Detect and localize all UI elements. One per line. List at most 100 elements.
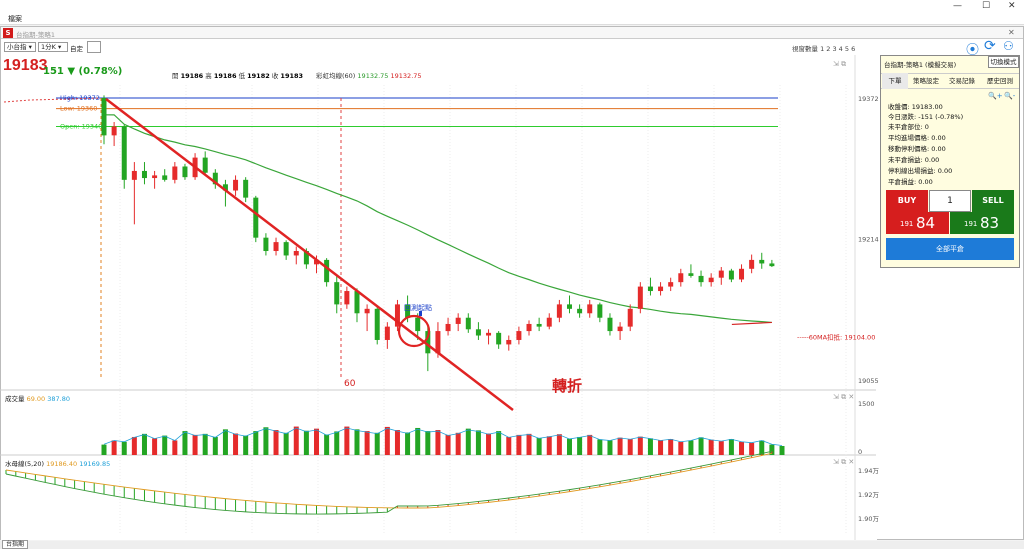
candle-body (293, 251, 299, 256)
volume-bar (607, 440, 613, 455)
volume-bar (506, 436, 512, 455)
tab-order[interactable]: 下單 (882, 73, 908, 89)
volume-bar (405, 432, 411, 455)
chart-count-selector[interactable]: 視窗數量 1 2 3 4 5 6 (792, 45, 856, 53)
app-titlebar (1, 27, 1023, 39)
jelly-slow-line (5, 450, 772, 515)
volume-bar (324, 434, 330, 455)
volume-bar (759, 440, 765, 455)
buy-button[interactable]: BUY (886, 190, 928, 212)
volume-bar (597, 439, 603, 455)
volume-tick-label: 0 (858, 448, 862, 456)
volume-bar (779, 445, 785, 455)
custom-input[interactable] (87, 41, 101, 53)
broadcast-icon[interactable]: ⦿ (966, 43, 980, 58)
zoom-in-icon[interactable]: 🔍+ (988, 92, 1003, 100)
ma-value-2: 19132.75 (390, 72, 422, 80)
minimize-button[interactable]: — (953, 1, 962, 11)
jelly-tick-label: 1.92万 (858, 491, 879, 499)
interval-select[interactable]: 1分K ▾ (38, 42, 68, 52)
volume-tools-icon[interactable]: ⇲ ⧉ ✕ (833, 393, 855, 401)
volume-bar (202, 433, 208, 455)
candle-body (526, 323, 532, 332)
candle-body (172, 166, 178, 180)
chart-tools-icon[interactable]: ⇲ ⧉ (833, 60, 847, 68)
volume-bar (141, 433, 147, 455)
volume-bar (627, 439, 633, 455)
volume-value-2: 387.80 (47, 395, 71, 403)
custom-label: 自定 (70, 45, 83, 53)
status-bar (0, 541, 1024, 549)
zoom-out-icon[interactable]: 🔍- (1004, 92, 1016, 100)
tab-trade-log[interactable]: 交易記錄 (949, 77, 975, 85)
candle-body (334, 282, 340, 305)
ma-value-1: 19132.75 (357, 72, 389, 80)
bid-prefix: 191 (900, 220, 914, 228)
volume-bar (394, 430, 400, 455)
volume-bar (445, 434, 451, 455)
jelly-tick-label: 1.90万 (858, 515, 879, 523)
app-title: 台指期-策略1 (16, 31, 55, 39)
refresh-icon[interactable]: ⟳ (984, 38, 996, 54)
volume-bar (303, 430, 309, 455)
close-all-button[interactable]: 全部平倉 (886, 238, 1014, 260)
candle-body (455, 317, 461, 324)
tab-backtest[interactable]: 歷史回測 (987, 77, 1013, 85)
volume-bar (637, 436, 643, 455)
candle-body (617, 326, 623, 332)
tab-strategy[interactable]: 策略設定 (913, 77, 939, 85)
volume-bar (698, 437, 704, 455)
close-button[interactable]: ✕ (1008, 1, 1016, 11)
volume-bar (668, 439, 674, 455)
ask-quote-button[interactable]: 191 83 (950, 212, 1014, 234)
switch-mode-button[interactable]: 切換模式 (988, 56, 1019, 68)
quantity-input[interactable]: 1 (929, 190, 971, 212)
bid-price: 84 (916, 214, 936, 232)
candle-body (222, 184, 228, 191)
last-price: 19183 (3, 57, 48, 74)
volume-bar (749, 442, 755, 455)
volume-bar (587, 434, 593, 455)
maximize-button[interactable]: ☐ (982, 1, 991, 11)
jelly-tools-icon[interactable]: ⇲ ⧉ ✕ (833, 458, 855, 466)
info-position: 未平倉部位: 0 (888, 123, 929, 131)
volume-bar (688, 440, 694, 455)
jelly-legend: 水母線(5,20) 19186.40 19169.85 (5, 458, 110, 468)
candle-body (253, 197, 259, 238)
volume-bar (354, 429, 360, 455)
candle-body (344, 291, 350, 305)
jelly-tick-label: 1.94万 (858, 467, 879, 475)
volume-value-1: 69.00 (26, 395, 46, 403)
symbol-select[interactable]: 小台指 ▾ (4, 42, 36, 52)
candle-body (233, 179, 239, 191)
trend-line (105, 98, 514, 411)
status-tab[interactable]: 台指期 (2, 540, 29, 549)
volume-bar (263, 427, 269, 455)
candle-body (577, 308, 583, 314)
high-value: 19186 (213, 72, 237, 80)
candle-body (465, 317, 471, 330)
volume-bar (121, 441, 127, 455)
bid-quote-button[interactable]: 191 84 (886, 212, 949, 234)
volume-bar (253, 431, 259, 455)
candle-body (718, 270, 724, 278)
candle-body (273, 242, 279, 252)
symbol-value: 小台指 (7, 43, 27, 51)
volume-bar (566, 438, 572, 455)
volume-bar (486, 433, 492, 455)
users-icon[interactable]: ⚇ (1003, 39, 1014, 53)
candle-body (182, 166, 188, 178)
candle-body (121, 126, 127, 180)
marker-60-label: 60 (344, 379, 356, 389)
menu-file[interactable]: 檔案 (8, 15, 22, 23)
low-value: 19182 (247, 72, 270, 80)
candle-body (536, 323, 542, 327)
jelly-fast-line (5, 452, 772, 509)
sell-button[interactable]: SELL (972, 190, 1014, 212)
info-tp-pnl: 停利線出場損益: 0.00 (888, 167, 953, 175)
price-change: 151 ▼ (0.78%) (43, 66, 123, 77)
volume-bar (314, 428, 320, 455)
candle-body (354, 291, 360, 314)
candle-body (283, 242, 289, 256)
app-close-button[interactable]: ✕ (1008, 28, 1015, 37)
